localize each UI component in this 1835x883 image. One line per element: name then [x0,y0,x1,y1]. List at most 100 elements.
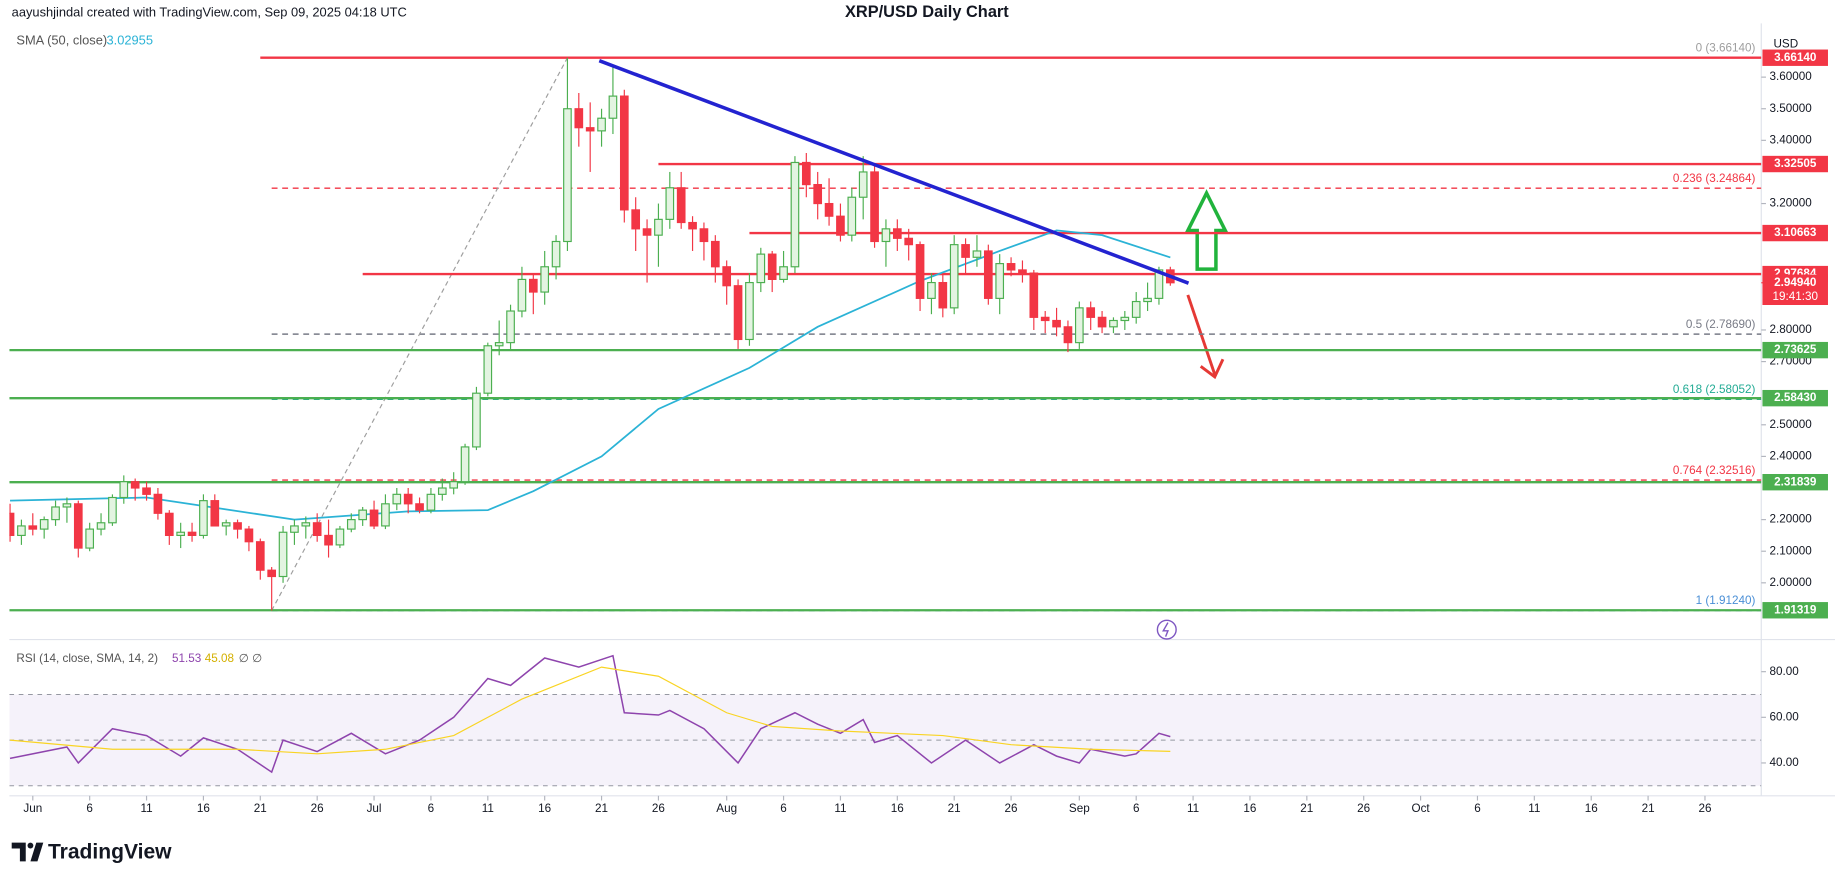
x-tick-label: Jul [367,802,382,815]
brand-logo [11,842,44,862]
candle-body [1086,307,1096,318]
candle-body [1154,269,1164,299]
candle-body [221,522,231,527]
x-tick-label: 21 [595,802,608,815]
candle-body [995,263,1005,299]
x-tick-label: 16 [197,802,210,815]
fib-label: 0.5 (2.78690) [1686,318,1756,331]
x-tick-label: 6 [86,802,93,815]
candle-body [892,228,902,239]
candle-body [415,503,424,511]
candle-body [1109,319,1118,328]
y-tick-label: 2.80000 [1769,323,1812,336]
candle-body [301,522,311,527]
y-tick-label: 3.40000 [1769,133,1812,146]
candle-body [108,496,117,524]
candle-body [312,522,322,537]
candle-body [790,161,800,268]
y-tick-label: 2.00000 [1769,576,1812,589]
x-tick-label: 11 [834,802,846,815]
x-tick-label: Aug [716,802,737,815]
y-tick-label: 3.60000 [1769,70,1812,83]
candle-body [1052,319,1061,328]
x-tick-label: 26 [652,802,665,815]
x-tick-label: 11 [482,802,494,815]
candle-body [255,541,265,571]
candle-body [801,161,811,186]
y-tick-label: 3.50000 [1769,102,1812,115]
candle-body [904,237,914,246]
layer: Jun 6 11 16 21 26 Jul 6 11 16 21 26 Aug 6 11 16 21 26 Sep 6… [23,49,1828,815]
candle-body [403,493,413,505]
level-price-label: 2.73625 [1774,343,1817,356]
x-tick-label: Sep [1069,802,1090,815]
countdown-label: 19:41:30 [1772,290,1818,303]
candle-body [381,503,390,527]
x-tick-label: 11 [1187,802,1199,815]
fib-label: 0.618 (2.58052) [1673,383,1756,396]
candle-body [85,528,95,549]
event-icon[interactable] [1156,619,1177,640]
level-price-box [1762,155,1828,173]
candle-body [51,506,60,521]
candle-body [1018,269,1027,274]
x-tick-label: 21 [1642,802,1655,815]
level-price-label: 3.66140 [1774,51,1817,64]
rsi-legend-value: 51.53 [172,652,201,665]
candle-body [233,522,242,530]
y-tick-label: 2.20000 [1769,513,1812,526]
candle-body [745,281,754,341]
y-tick-label: 2.10000 [1769,544,1812,557]
candle-body [949,244,959,309]
x-tick-label: 21 [254,802,267,815]
level-price-label: 3.32505 [1774,157,1817,170]
candle-body [187,531,197,537]
candle-body [972,250,982,258]
x-tick-label: Jun [23,802,42,815]
candle-body [17,525,26,537]
candle-body [164,512,174,537]
candle-body [483,345,493,394]
last-price-box [1762,274,1828,305]
candle-body [813,184,823,205]
rsi-y-tick-label: 40.00 [1769,756,1799,769]
candle-body [142,487,151,495]
sma-line [10,229,1171,521]
candle-body [210,500,220,527]
chart-title: XRP/USD Daily Chart [845,3,1009,21]
candle-body [369,509,379,527]
candle-body [96,522,106,530]
candle-body [597,117,606,132]
candle-body [346,519,356,530]
candle-body [1120,316,1130,322]
x-tick-label: 16 [1585,802,1598,815]
candle-body [733,285,743,341]
candle-body [767,253,777,280]
level-price-label: 2.58430 [1774,391,1817,404]
candle-body [881,228,891,243]
candle-body [517,278,527,312]
candle-body [335,528,345,546]
candle-body [290,525,299,533]
candle-body [915,244,925,299]
candle-body [699,228,709,243]
candle-body [585,127,595,132]
candle-body [1074,307,1084,344]
candle-body [710,240,720,268]
candle-body [460,446,470,483]
candle-body [119,481,129,499]
level-price-box [1762,49,1828,66]
rsi-y-tick-label: 80.00 [1769,665,1799,678]
last-price-label: 2.94940 [1774,276,1817,289]
candle-body [961,244,970,258]
y-tick-label: 3.20000 [1769,197,1812,210]
x-tick-label: 26 [1005,802,1018,815]
x-tick-label: 6 [428,802,435,815]
candle-body [824,202,834,217]
candle-body [528,278,538,293]
candle-body [358,509,368,521]
candle-body [631,209,641,230]
candle-body [551,240,561,268]
candle-body [983,250,993,299]
